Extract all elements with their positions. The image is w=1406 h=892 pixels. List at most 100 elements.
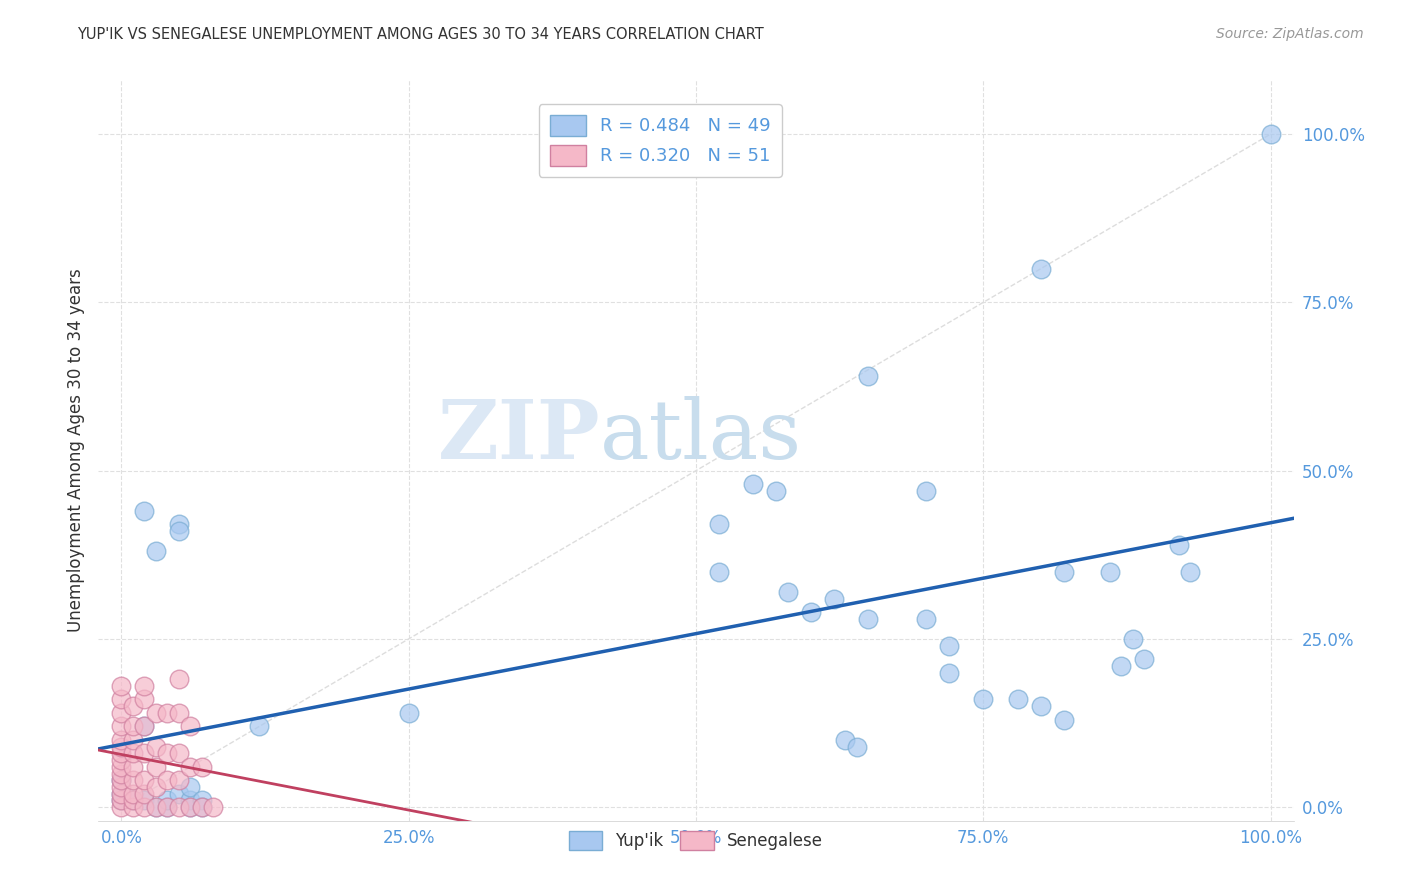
Point	[179, 780, 201, 794]
Point	[179, 793, 201, 807]
Point	[110, 719, 132, 733]
Point	[134, 787, 156, 801]
Point	[179, 800, 201, 814]
Point	[191, 800, 214, 814]
Point	[145, 800, 167, 814]
Point	[191, 793, 214, 807]
Point	[179, 760, 201, 774]
Point	[110, 787, 132, 801]
Point	[122, 773, 145, 788]
Point	[110, 793, 132, 807]
Point	[122, 719, 145, 733]
Point	[134, 504, 156, 518]
Point	[134, 793, 156, 807]
Point	[122, 787, 145, 801]
Point	[858, 612, 880, 626]
Point	[110, 760, 132, 774]
Point	[1098, 565, 1121, 579]
Point	[110, 753, 132, 767]
Point	[145, 800, 167, 814]
Point	[145, 739, 167, 754]
Point	[134, 679, 156, 693]
Point	[914, 483, 936, 498]
Point	[134, 719, 156, 733]
Point	[145, 760, 167, 774]
Point	[972, 692, 994, 706]
Y-axis label: Unemployment Among Ages 30 to 34 years: Unemployment Among Ages 30 to 34 years	[66, 268, 84, 632]
Point	[110, 773, 132, 788]
Point	[1029, 261, 1052, 276]
Point	[1178, 565, 1201, 579]
Point	[156, 706, 179, 720]
Point	[823, 591, 845, 606]
Point	[1122, 632, 1144, 646]
Point	[134, 692, 156, 706]
Point	[110, 747, 132, 761]
Legend: Yup'ik, Senegalese: Yup'ik, Senegalese	[562, 824, 830, 856]
Point	[156, 800, 179, 814]
Point	[247, 719, 270, 733]
Point	[122, 793, 145, 807]
Point	[1109, 658, 1132, 673]
Point	[398, 706, 420, 720]
Text: YUP'IK VS SENEGALESE UNEMPLOYMENT AMONG AGES 30 TO 34 YEARS CORRELATION CHART: YUP'IK VS SENEGALESE UNEMPLOYMENT AMONG …	[77, 27, 763, 42]
Point	[167, 800, 190, 814]
Point	[122, 699, 145, 714]
Point	[167, 524, 190, 539]
Point	[1007, 692, 1029, 706]
Point	[156, 747, 179, 761]
Point	[110, 679, 132, 693]
Point	[1260, 127, 1282, 141]
Point	[156, 773, 179, 788]
Point	[776, 584, 799, 599]
Point	[145, 706, 167, 720]
Point	[145, 780, 167, 794]
Point	[167, 673, 190, 687]
Point	[134, 747, 156, 761]
Point	[202, 800, 225, 814]
Point	[110, 800, 132, 814]
Point	[179, 800, 201, 814]
Point	[191, 800, 214, 814]
Point	[122, 760, 145, 774]
Point	[1029, 699, 1052, 714]
Point	[167, 706, 190, 720]
Point	[938, 665, 960, 680]
Point	[110, 773, 132, 788]
Point	[707, 565, 730, 579]
Point	[122, 732, 145, 747]
Point	[110, 793, 132, 807]
Point	[191, 760, 214, 774]
Point	[122, 747, 145, 761]
Point	[110, 692, 132, 706]
Point	[167, 787, 190, 801]
Point	[134, 773, 156, 788]
Point	[179, 719, 201, 733]
Point	[858, 369, 880, 384]
Point	[110, 739, 132, 754]
Point	[156, 800, 179, 814]
Point	[1167, 538, 1189, 552]
Point	[122, 800, 145, 814]
Point	[110, 706, 132, 720]
Point	[110, 787, 132, 801]
Point	[1133, 652, 1156, 666]
Point	[110, 766, 132, 780]
Point	[110, 732, 132, 747]
Point	[167, 517, 190, 532]
Point	[834, 732, 856, 747]
Point	[156, 793, 179, 807]
Point	[742, 477, 765, 491]
Point	[122, 793, 145, 807]
Text: Source: ZipAtlas.com: Source: ZipAtlas.com	[1216, 27, 1364, 41]
Point	[110, 780, 132, 794]
Point	[765, 483, 787, 498]
Point	[167, 747, 190, 761]
Point	[134, 800, 156, 814]
Point	[134, 719, 156, 733]
Point	[845, 739, 868, 754]
Point	[1053, 713, 1076, 727]
Text: ZIP: ZIP	[437, 396, 600, 475]
Point	[800, 605, 823, 619]
Point	[145, 544, 167, 558]
